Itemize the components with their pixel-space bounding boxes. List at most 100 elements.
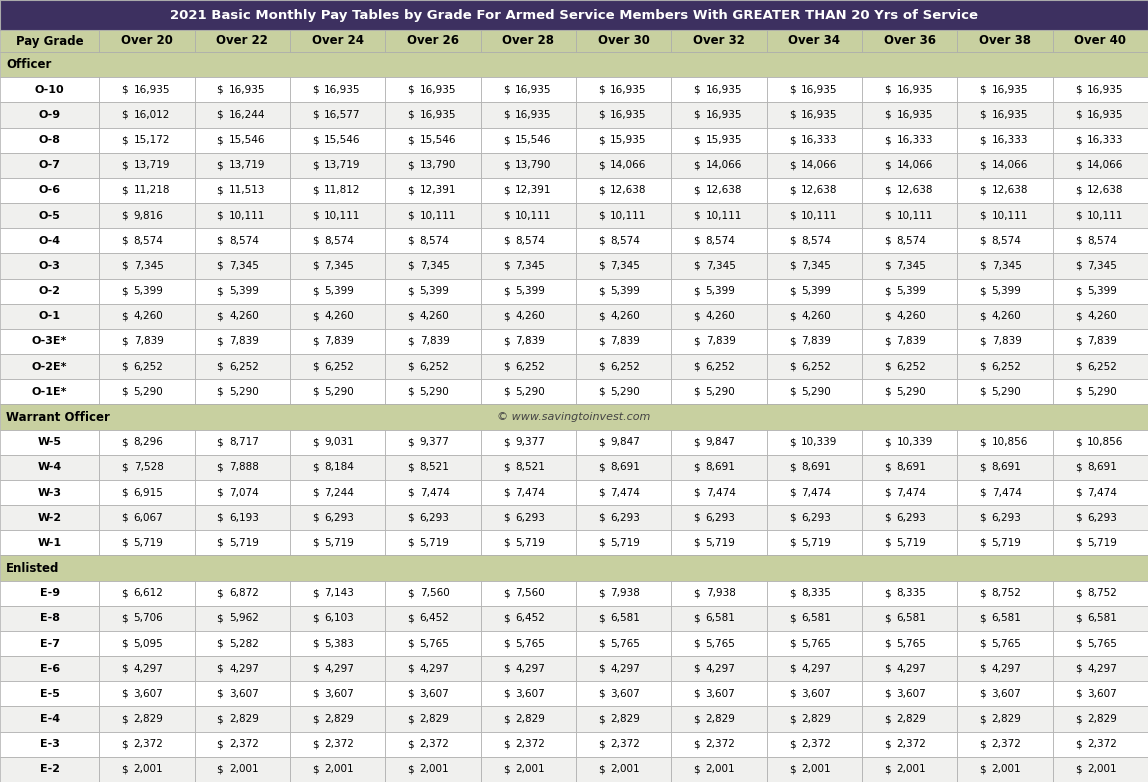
Text: $: $ (503, 336, 510, 346)
Bar (767, 278, 862, 303)
Bar (672, 706, 767, 732)
Text: $: $ (884, 311, 891, 321)
Text: 11,218: 11,218 (133, 185, 170, 196)
Text: $: $ (1075, 84, 1081, 95)
Bar (100, 530, 195, 555)
Text: 5,290: 5,290 (801, 387, 831, 396)
Text: 15,935: 15,935 (706, 135, 742, 145)
Text: 5,399: 5,399 (324, 286, 355, 296)
Text: $: $ (503, 261, 510, 271)
Text: $: $ (789, 639, 796, 648)
Bar (1053, 656, 1148, 681)
Bar (862, 606, 957, 631)
Text: $: $ (217, 765, 223, 774)
Text: 4,260: 4,260 (515, 311, 544, 321)
Text: $: $ (503, 210, 510, 221)
Text: $: $ (979, 714, 986, 724)
Bar (290, 329, 386, 354)
Bar (195, 530, 290, 555)
Text: $: $ (122, 185, 127, 196)
Text: $: $ (1075, 261, 1081, 271)
Bar (100, 606, 195, 631)
Bar (0, 152, 100, 178)
Bar (290, 278, 386, 303)
Text: $: $ (979, 286, 986, 296)
Bar (1053, 606, 1148, 631)
Bar (0, 303, 100, 329)
Text: $: $ (312, 714, 319, 724)
Text: 7,345: 7,345 (420, 261, 450, 271)
Bar (576, 228, 672, 253)
Bar (767, 379, 862, 404)
Bar (386, 127, 481, 152)
Bar (767, 203, 862, 228)
Text: $: $ (503, 361, 510, 371)
Text: 5,290: 5,290 (992, 387, 1022, 396)
Bar (0, 354, 100, 379)
Text: O-9: O-9 (39, 110, 61, 120)
Bar (576, 152, 672, 178)
Text: $: $ (693, 613, 700, 623)
Text: O-3: O-3 (39, 261, 61, 271)
Bar (672, 606, 767, 631)
Text: $: $ (789, 613, 796, 623)
Text: 15,935: 15,935 (611, 135, 646, 145)
Bar (576, 606, 672, 631)
Text: $: $ (693, 160, 700, 170)
Bar (957, 77, 1053, 102)
Bar (1053, 77, 1148, 102)
Text: $: $ (312, 261, 319, 271)
Bar (195, 505, 290, 530)
Text: 4,297: 4,297 (324, 664, 355, 674)
Text: 6,252: 6,252 (897, 361, 926, 371)
Text: 7,474: 7,474 (801, 487, 831, 497)
Text: $: $ (789, 739, 796, 749)
Bar (195, 631, 290, 656)
Text: 5,719: 5,719 (611, 538, 641, 548)
Bar (386, 102, 481, 127)
Text: 16,333: 16,333 (1087, 135, 1124, 145)
Bar (481, 656, 576, 681)
Text: $: $ (598, 689, 605, 699)
Text: 13,790: 13,790 (515, 160, 551, 170)
Text: 6,252: 6,252 (611, 361, 641, 371)
Text: $: $ (1075, 110, 1081, 120)
Text: 16,935: 16,935 (611, 110, 646, 120)
Text: $: $ (979, 236, 986, 246)
Text: $: $ (789, 185, 796, 196)
Text: $: $ (884, 765, 891, 774)
Text: $: $ (979, 664, 986, 674)
Bar (576, 429, 672, 455)
Bar (957, 455, 1053, 480)
Text: 7,345: 7,345 (228, 261, 258, 271)
Bar (957, 656, 1053, 681)
Bar (957, 706, 1053, 732)
Text: $: $ (693, 336, 700, 346)
Bar (672, 77, 767, 102)
Text: Over 30: Over 30 (598, 34, 650, 48)
Text: 6,252: 6,252 (133, 361, 163, 371)
Text: 16,012: 16,012 (133, 110, 170, 120)
Text: $: $ (122, 639, 127, 648)
Bar (290, 732, 386, 757)
Text: 16,935: 16,935 (324, 84, 360, 95)
Text: $: $ (884, 336, 891, 346)
Text: $: $ (503, 588, 510, 598)
Text: Over 36: Over 36 (884, 34, 936, 48)
Text: O-1: O-1 (39, 311, 61, 321)
Bar (672, 278, 767, 303)
Text: 8,691: 8,691 (992, 462, 1022, 472)
Text: $: $ (884, 160, 891, 170)
Text: 15,546: 15,546 (515, 135, 551, 145)
Bar (386, 278, 481, 303)
Text: O-8: O-8 (39, 135, 61, 145)
Text: Warrant Officer: Warrant Officer (6, 411, 110, 424)
Text: $: $ (693, 110, 700, 120)
Text: 13,719: 13,719 (324, 160, 360, 170)
Text: 8,752: 8,752 (992, 588, 1022, 598)
Text: 5,399: 5,399 (133, 286, 163, 296)
Bar (862, 732, 957, 757)
Text: $: $ (979, 487, 986, 497)
Text: $: $ (979, 538, 986, 548)
Text: $: $ (122, 286, 127, 296)
